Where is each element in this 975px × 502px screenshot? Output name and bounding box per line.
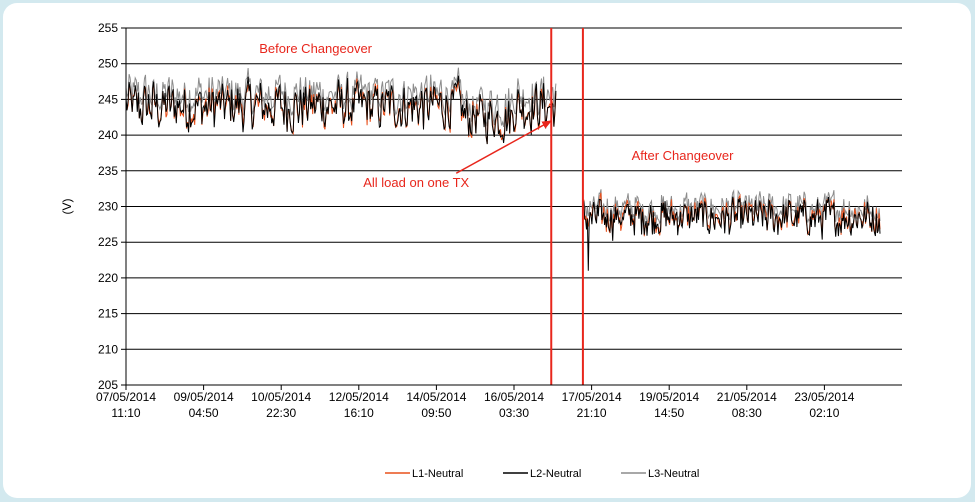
ytick-label: 230: [98, 200, 118, 214]
series-line-l3-neutral-1: [125, 67, 557, 128]
xtick-date-label: 19/05/2014: [639, 390, 699, 404]
tick-labels: 205 210 215 220 225 230 235 240 245 250 255 07/05/2…: [60, 21, 855, 420]
xtick-date-label: 07/05/2014: [96, 390, 156, 404]
xtick-time-label: 02:10: [809, 406, 839, 420]
series-lines: [125, 67, 881, 271]
series-line-l2-neutral-1: [125, 75, 557, 145]
chart-panel: 205 210 215 220 225 230 235 240 245 250 255 07/05/2…: [3, 3, 971, 498]
xtick-date-label: 09/05/2014: [174, 390, 234, 404]
axes: [121, 27, 902, 390]
event-lines: [550, 28, 584, 385]
series-line-l2-neutral-2: [582, 196, 881, 271]
ytick-label: 245: [98, 92, 118, 106]
xtick-time-label: 11:10: [111, 406, 140, 420]
xtick-time-label: 08:30: [732, 406, 762, 420]
xtick-time-label: 09:50: [421, 406, 451, 420]
ytick-label: 235: [98, 164, 118, 178]
ytick-label: 225: [98, 235, 118, 249]
gridlines: [126, 27, 902, 350]
ytick-label: 255: [98, 21, 118, 35]
annotation-label: After Changeover: [632, 148, 735, 163]
annotations: Before Changeover After Changeover All loa…: [259, 41, 734, 190]
y-axis-label: (V): [60, 199, 74, 215]
xtick-time-label: 16:10: [344, 406, 374, 420]
xtick-date-label: 23/05/2014: [794, 390, 854, 404]
ytick-label: 220: [98, 271, 118, 285]
ytick-label: 215: [98, 307, 118, 321]
xtick-time-label: 22:30: [266, 406, 296, 420]
xtick-time-label: 04:50: [189, 406, 219, 420]
xtick-date-label: 14/05/2014: [406, 390, 466, 404]
legend: L1-Neutral L2-Neutral L3-Neutral: [385, 468, 699, 480]
legend-label: L3-Neutral: [648, 468, 699, 480]
xtick-time-label: 03:30: [499, 406, 529, 420]
legend-label: L1-Neutral: [412, 468, 463, 480]
xtick-time-label: 14:50: [654, 406, 684, 420]
ytick-label: 205: [98, 378, 118, 392]
xtick-date-label: 16/05/2014: [484, 390, 544, 404]
annotation-arrow: [455, 120, 553, 174]
xtick-date-label: 10/05/2014: [251, 390, 311, 404]
ytick-label: 250: [98, 57, 118, 71]
ytick-label: 210: [98, 342, 118, 356]
annotation-label: Before Changeover: [259, 41, 372, 56]
xtick-date-label: 12/05/2014: [329, 390, 389, 404]
voltage-line-chart: 205 210 215 220 225 230 235 240 245 250 255 07/05/2…: [60, 21, 902, 480]
legend-label: L2-Neutral: [530, 468, 581, 480]
xtick-date-label: 21/05/2014: [717, 390, 777, 404]
ytick-label: 240: [98, 128, 118, 142]
xtick-date-label: 17/05/2014: [562, 390, 622, 404]
annotation-label: All load on one TX: [363, 175, 469, 190]
xtick-time-label: 21:10: [577, 406, 607, 420]
